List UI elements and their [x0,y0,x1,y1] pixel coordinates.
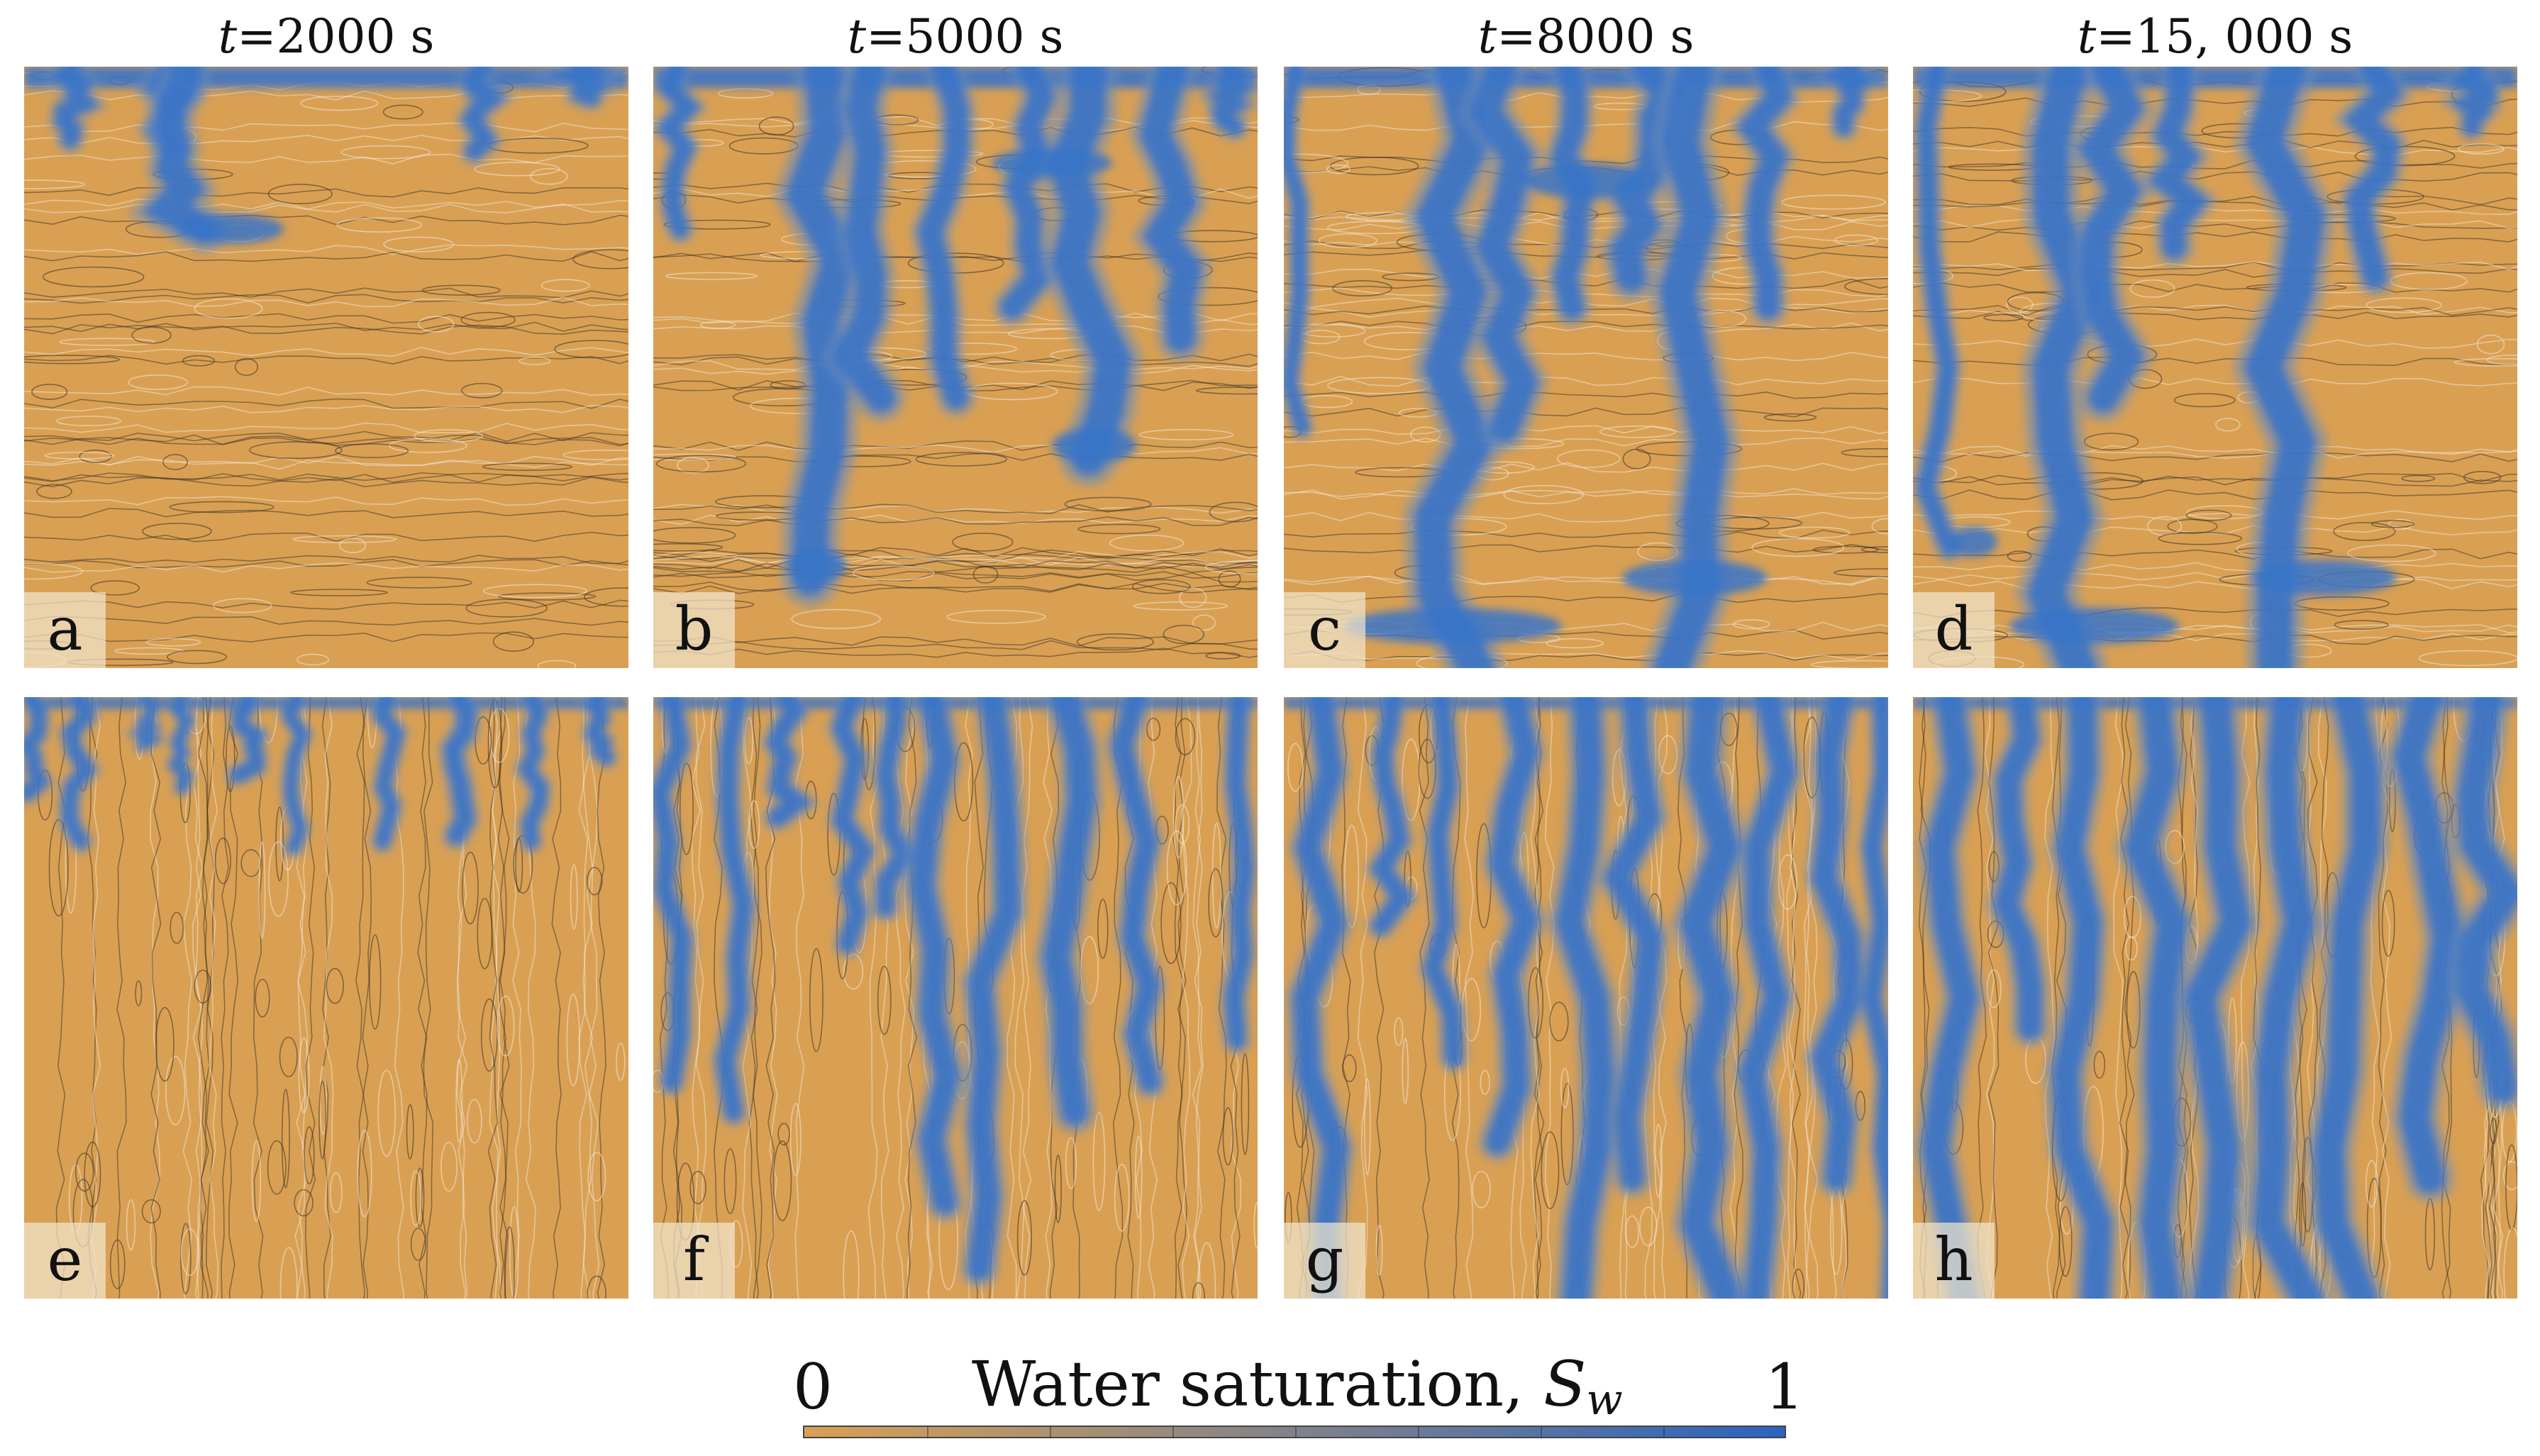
panel-label-f: f [653,1223,735,1299]
colorbar-tick [1418,1427,1419,1438]
saturation-field [653,67,1258,668]
panel-b: b [653,67,1258,668]
water-plume [1284,67,1888,668]
panel-f: f [653,697,1258,1299]
colorbar-min-label: 0 [793,1350,833,1423]
colorbar-tick [927,1427,928,1438]
column-title-3: t=8000 s [1477,9,1695,64]
saturation-field [653,697,1258,1299]
panel-label-g: g [1284,1223,1365,1299]
water-plume [1284,697,1888,1299]
colorbar-max-label: 1 [1765,1350,1804,1423]
panel-g: g [1284,697,1888,1299]
permeability-contours [37,697,626,1299]
water-plume [24,697,628,858]
column-title-4: t=15, 000 s [2077,9,2353,64]
panel-a: a [24,67,628,668]
panel-e: e [24,697,628,1299]
panel-label-b: b [653,592,735,668]
panel-d: d [1913,67,2517,668]
colorbar-title: Water saturation, Sw [972,1347,1623,1426]
water-plume [653,697,1258,1288]
panel-label-h: h [1913,1223,1995,1299]
dry-background [24,67,628,668]
panel-label-e: e [24,1223,106,1299]
water-plume [1913,697,2517,1299]
saturation-field [24,697,628,1299]
permeability-contours [24,67,628,668]
colorbar-tick [1663,1427,1665,1438]
water-plume [1913,67,2517,668]
panel-label-d: d [1913,592,1995,668]
column-title-1: t=2000 s [218,9,435,64]
colorbar-tick [1541,1427,1542,1438]
panel-label-a: a [24,592,106,668]
dry-background [1913,67,2517,668]
panel-label-c: c [1284,592,1365,668]
panel-h: h [1913,697,2517,1299]
colorbar-tick [1172,1427,1174,1438]
column-title-2: t=5000 s [847,9,1064,64]
saturation-field [1284,67,1888,668]
saturation-field [1284,697,1888,1299]
water-plume [24,67,628,254]
colorbar-tick [1295,1427,1297,1438]
colorbar-tick [1050,1427,1051,1438]
panel-c: c [1284,67,1888,668]
saturation-field [1913,67,2517,668]
saturation-field [1913,697,2517,1299]
saturation-field [24,67,628,668]
water-plume [653,67,1258,607]
colorbar [803,1426,1786,1438]
